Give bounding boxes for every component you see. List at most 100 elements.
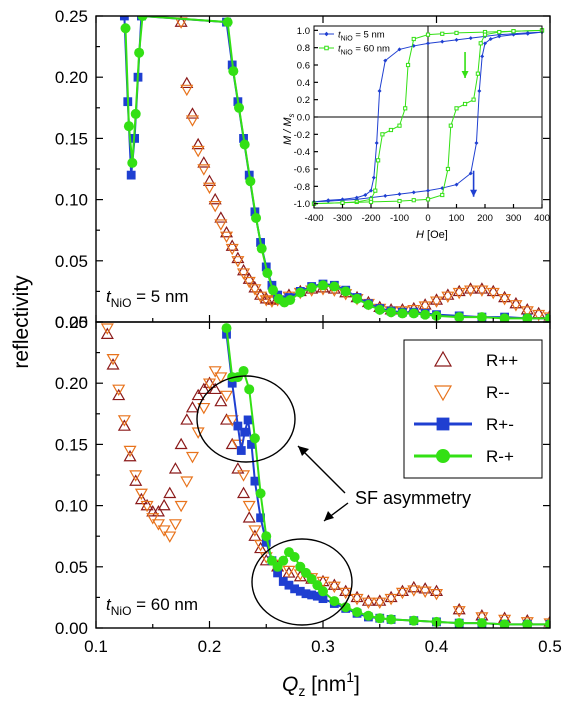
bottom-y-tick-label: 0.10 <box>55 497 88 516</box>
inset-point-5nm <box>363 193 368 197</box>
bottom-point-Rmm <box>208 366 222 378</box>
top-point-Rpp <box>441 288 455 300</box>
inset-legend-marker-60nm <box>324 45 329 51</box>
bottom-point-Rmp <box>289 552 300 563</box>
inset-point-60nm <box>445 166 451 172</box>
bottom-point-Rmp <box>363 610 374 621</box>
inset-point-60nm <box>454 106 459 111</box>
top-point-Rpp <box>254 288 268 300</box>
bottom-point-Rpp <box>129 474 143 486</box>
inset-loop-60nm <box>313 29 543 205</box>
inset-point-60nm <box>388 127 394 133</box>
top-point-Rmp <box>397 308 408 319</box>
top-point-Rpp <box>174 16 188 27</box>
inset-y-tick-label: 0.6 <box>297 61 310 72</box>
inset-point-5nm <box>477 89 482 93</box>
bottom-x-tick-label: 0.2 <box>198 637 222 656</box>
inset-x-tick-label: 300 <box>506 213 522 224</box>
bottom-point-Rpm <box>301 589 311 599</box>
bottom-point-Rmp <box>476 618 487 628</box>
bottom-point-Rmm <box>140 500 154 513</box>
inset-point-5nm <box>497 34 502 39</box>
top-point-Rpp <box>208 192 222 205</box>
top-point-Rmp <box>295 287 306 298</box>
bottom-point-Rpm <box>247 440 256 449</box>
bottom-point-Rmm <box>146 513 160 525</box>
inset-y-tick-label: 1.0 <box>297 26 310 37</box>
top-point-Rmm <box>520 306 534 318</box>
sf-arrowhead-upper <box>298 446 309 456</box>
bottom-x-tick-label: 0.4 <box>425 637 449 656</box>
bottom-point-Rpp <box>208 382 222 395</box>
bottom-point-Rmm <box>339 587 353 600</box>
top-point-Rmm <box>202 182 217 195</box>
bottom-point-Rmm <box>242 500 256 513</box>
top-point-Rmm <box>418 301 432 313</box>
inset-point-60nm <box>497 29 502 35</box>
bottom-point-Rmm <box>373 597 387 610</box>
top-point-Rmp <box>374 304 385 315</box>
top-panel: 0.000.050.100.150.200.25 tNiO = 5 nm <box>55 7 551 332</box>
top-point-Rmm <box>219 231 234 244</box>
inset-x-tick-label: 200 <box>477 213 493 224</box>
bottom-point-Rpp <box>350 590 364 603</box>
bottom-point-Rpp <box>197 382 211 395</box>
bottom-point-Rmp <box>352 607 363 618</box>
bottom-point-Rmm <box>214 372 228 384</box>
bottom-point-Rmp <box>329 596 340 607</box>
bottom-point-Rpm <box>240 427 250 437</box>
bottom-point-Rmp <box>278 555 289 566</box>
top-point-Rmm <box>486 287 500 300</box>
sf-ellipse-lower <box>251 538 353 626</box>
inset-point-60nm <box>482 32 488 37</box>
inset-point-5nm <box>326 199 331 204</box>
bottom-y-tick-label: 0.05 <box>55 558 88 577</box>
top-point-Rpm <box>126 170 136 180</box>
inset-y-tick-label: -0.8 <box>294 182 310 193</box>
bottom-point-Rmm <box>185 451 200 464</box>
bottom-point-Rmm <box>163 531 177 543</box>
bottom-point-Rpm <box>290 584 300 594</box>
top-y-tick-label: 0.10 <box>55 191 88 210</box>
main-legend-box <box>403 339 543 479</box>
top-point-Rmp <box>120 23 131 34</box>
bottom-point-Rpp <box>407 580 421 593</box>
top-point-Rmp <box>306 282 317 293</box>
bottom-point-Rpp <box>373 594 387 606</box>
bottom-point-Rmm <box>100 323 114 335</box>
bottom-point-Rmm <box>168 519 182 531</box>
bottom-point-Rpm <box>284 580 294 590</box>
bottom-y-tick-label: 0.15 <box>55 435 88 454</box>
bottom-point-Rpp <box>191 388 205 401</box>
bottom-point-Rmp <box>318 586 328 597</box>
bottom-point-Rmm <box>129 470 143 482</box>
top-point-Rmm <box>214 219 228 231</box>
top-point-Rmp <box>127 157 138 168</box>
legend-marker-Rmm <box>433 385 453 402</box>
top-point-Rpp <box>197 156 211 168</box>
inset-y-tick-label: 0.2 <box>297 95 310 106</box>
top-point-Rpp <box>191 137 205 150</box>
inset-point-60nm <box>411 36 416 42</box>
bottom-point-Rpm <box>236 446 246 455</box>
bottom-point-Rmp <box>340 602 351 613</box>
top-point-Rpp <box>475 282 489 294</box>
bottom-point-Rpp <box>151 505 165 517</box>
inset-point-60nm <box>511 29 516 34</box>
bottom-point-Rmp <box>261 531 272 542</box>
bottom-x-tick-label: 0.3 <box>311 637 335 656</box>
bottom-point-Rmm <box>429 589 444 601</box>
top-point-Rpp <box>202 174 217 186</box>
inset-point-5nm <box>488 37 493 41</box>
inset-y-tick-label: 0.0 <box>297 113 310 124</box>
bottom-point-Rpp <box>242 511 256 523</box>
top-point-Rmp <box>476 312 487 322</box>
top-point-Rmp <box>251 212 262 223</box>
inset-y-tick-label: -0.2 <box>294 130 310 141</box>
bottom-point-Rpp <box>174 437 188 450</box>
bottom-point-Rpp <box>117 419 131 431</box>
bottom-point-Rmp <box>408 615 419 626</box>
top-point-Rmm <box>191 145 205 158</box>
top-point-Rmp <box>420 309 431 320</box>
